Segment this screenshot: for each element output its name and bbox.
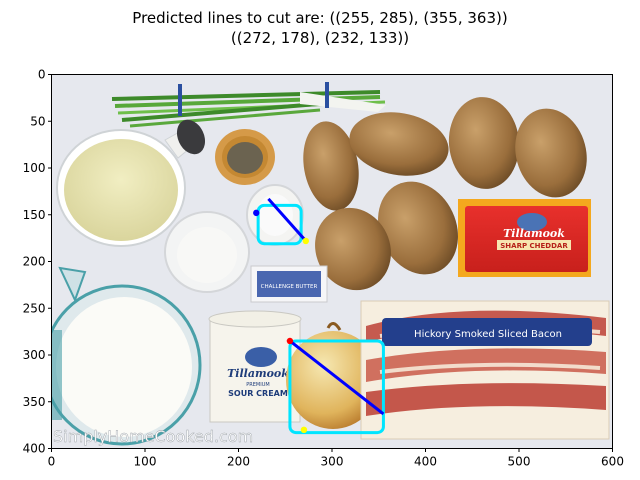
crop-box-1 [256,203,303,246]
chart-title-line-1: Predicted lines to cut are: ((255, 285),… [132,9,508,27]
overlay-annotations [253,197,385,435]
crop-box-0 [288,339,385,435]
y-tick-label: 250 [23,301,46,315]
y-tick-label: 100 [23,161,46,175]
broth-cup [56,119,206,247]
watermark: SimplyHomeCooked.com [53,427,253,446]
butter-box: CHALLENGE BUTTER [250,265,328,303]
x-tick-label: 200 [227,455,250,469]
y-tick-label: 400 [23,442,46,456]
x-axis: 0 100 200 300 400 500 600 [48,448,624,469]
sour-cream-brand: Tillamook [227,367,289,380]
marker-point-3 [300,426,308,433]
sour-cream-tub: Tillamook PREMIUM SOUR CREAM [208,310,302,423]
y-tick-label: 350 [23,395,46,409]
bacon-pack: Hickory Smoked Sliced Bacon [360,300,610,440]
x-tick-label: 600 [601,455,624,469]
butter-label: CHALLENGE BUTTER [261,284,318,290]
x-tick-label: 100 [134,455,157,469]
y-tick-label: 0 [38,68,46,82]
photo-image: Tillamook SHARP CHEDDAR CHALLENGE BUTTER… [51,74,613,449]
y-tick-label: 50 [30,114,45,128]
bacon-label: Hickory Smoked Sliced Bacon [414,329,562,340]
cheese-type: SHARP CHEDDAR [500,242,568,250]
chart-title-line-2: ((272, 178), (232, 133)) [230,29,410,47]
marker-point-0 [302,237,310,245]
marker-point-1 [253,209,260,217]
green-onions [111,82,386,128]
cheddar-cheese: Tillamook SHARP CHEDDAR [458,199,591,277]
cream-pitcher [51,266,202,446]
cut-line-0 [289,339,385,416]
y-axis: 0 50 100 150 200 250 300 350 400 [23,68,52,456]
sour-cream-sub: PREMIUM [246,382,269,388]
y-tick-label: 150 [23,208,46,222]
pepper-bowl [215,129,275,185]
sour-cream-type: SOUR CREAM [228,389,288,398]
x-tick-label: 0 [48,455,56,469]
cut-line-1 [267,197,307,242]
x-tick-label: 500 [508,455,531,469]
marker-point-2 [286,337,294,345]
y-tick-label: 300 [23,348,46,362]
cheese-brand: Tillamook [503,227,565,240]
y-tick-label: 200 [23,255,46,269]
x-tick-label: 400 [414,455,437,469]
x-tick-label: 300 [321,455,344,469]
potatoes [303,97,587,291]
flour-bowl [164,211,250,293]
